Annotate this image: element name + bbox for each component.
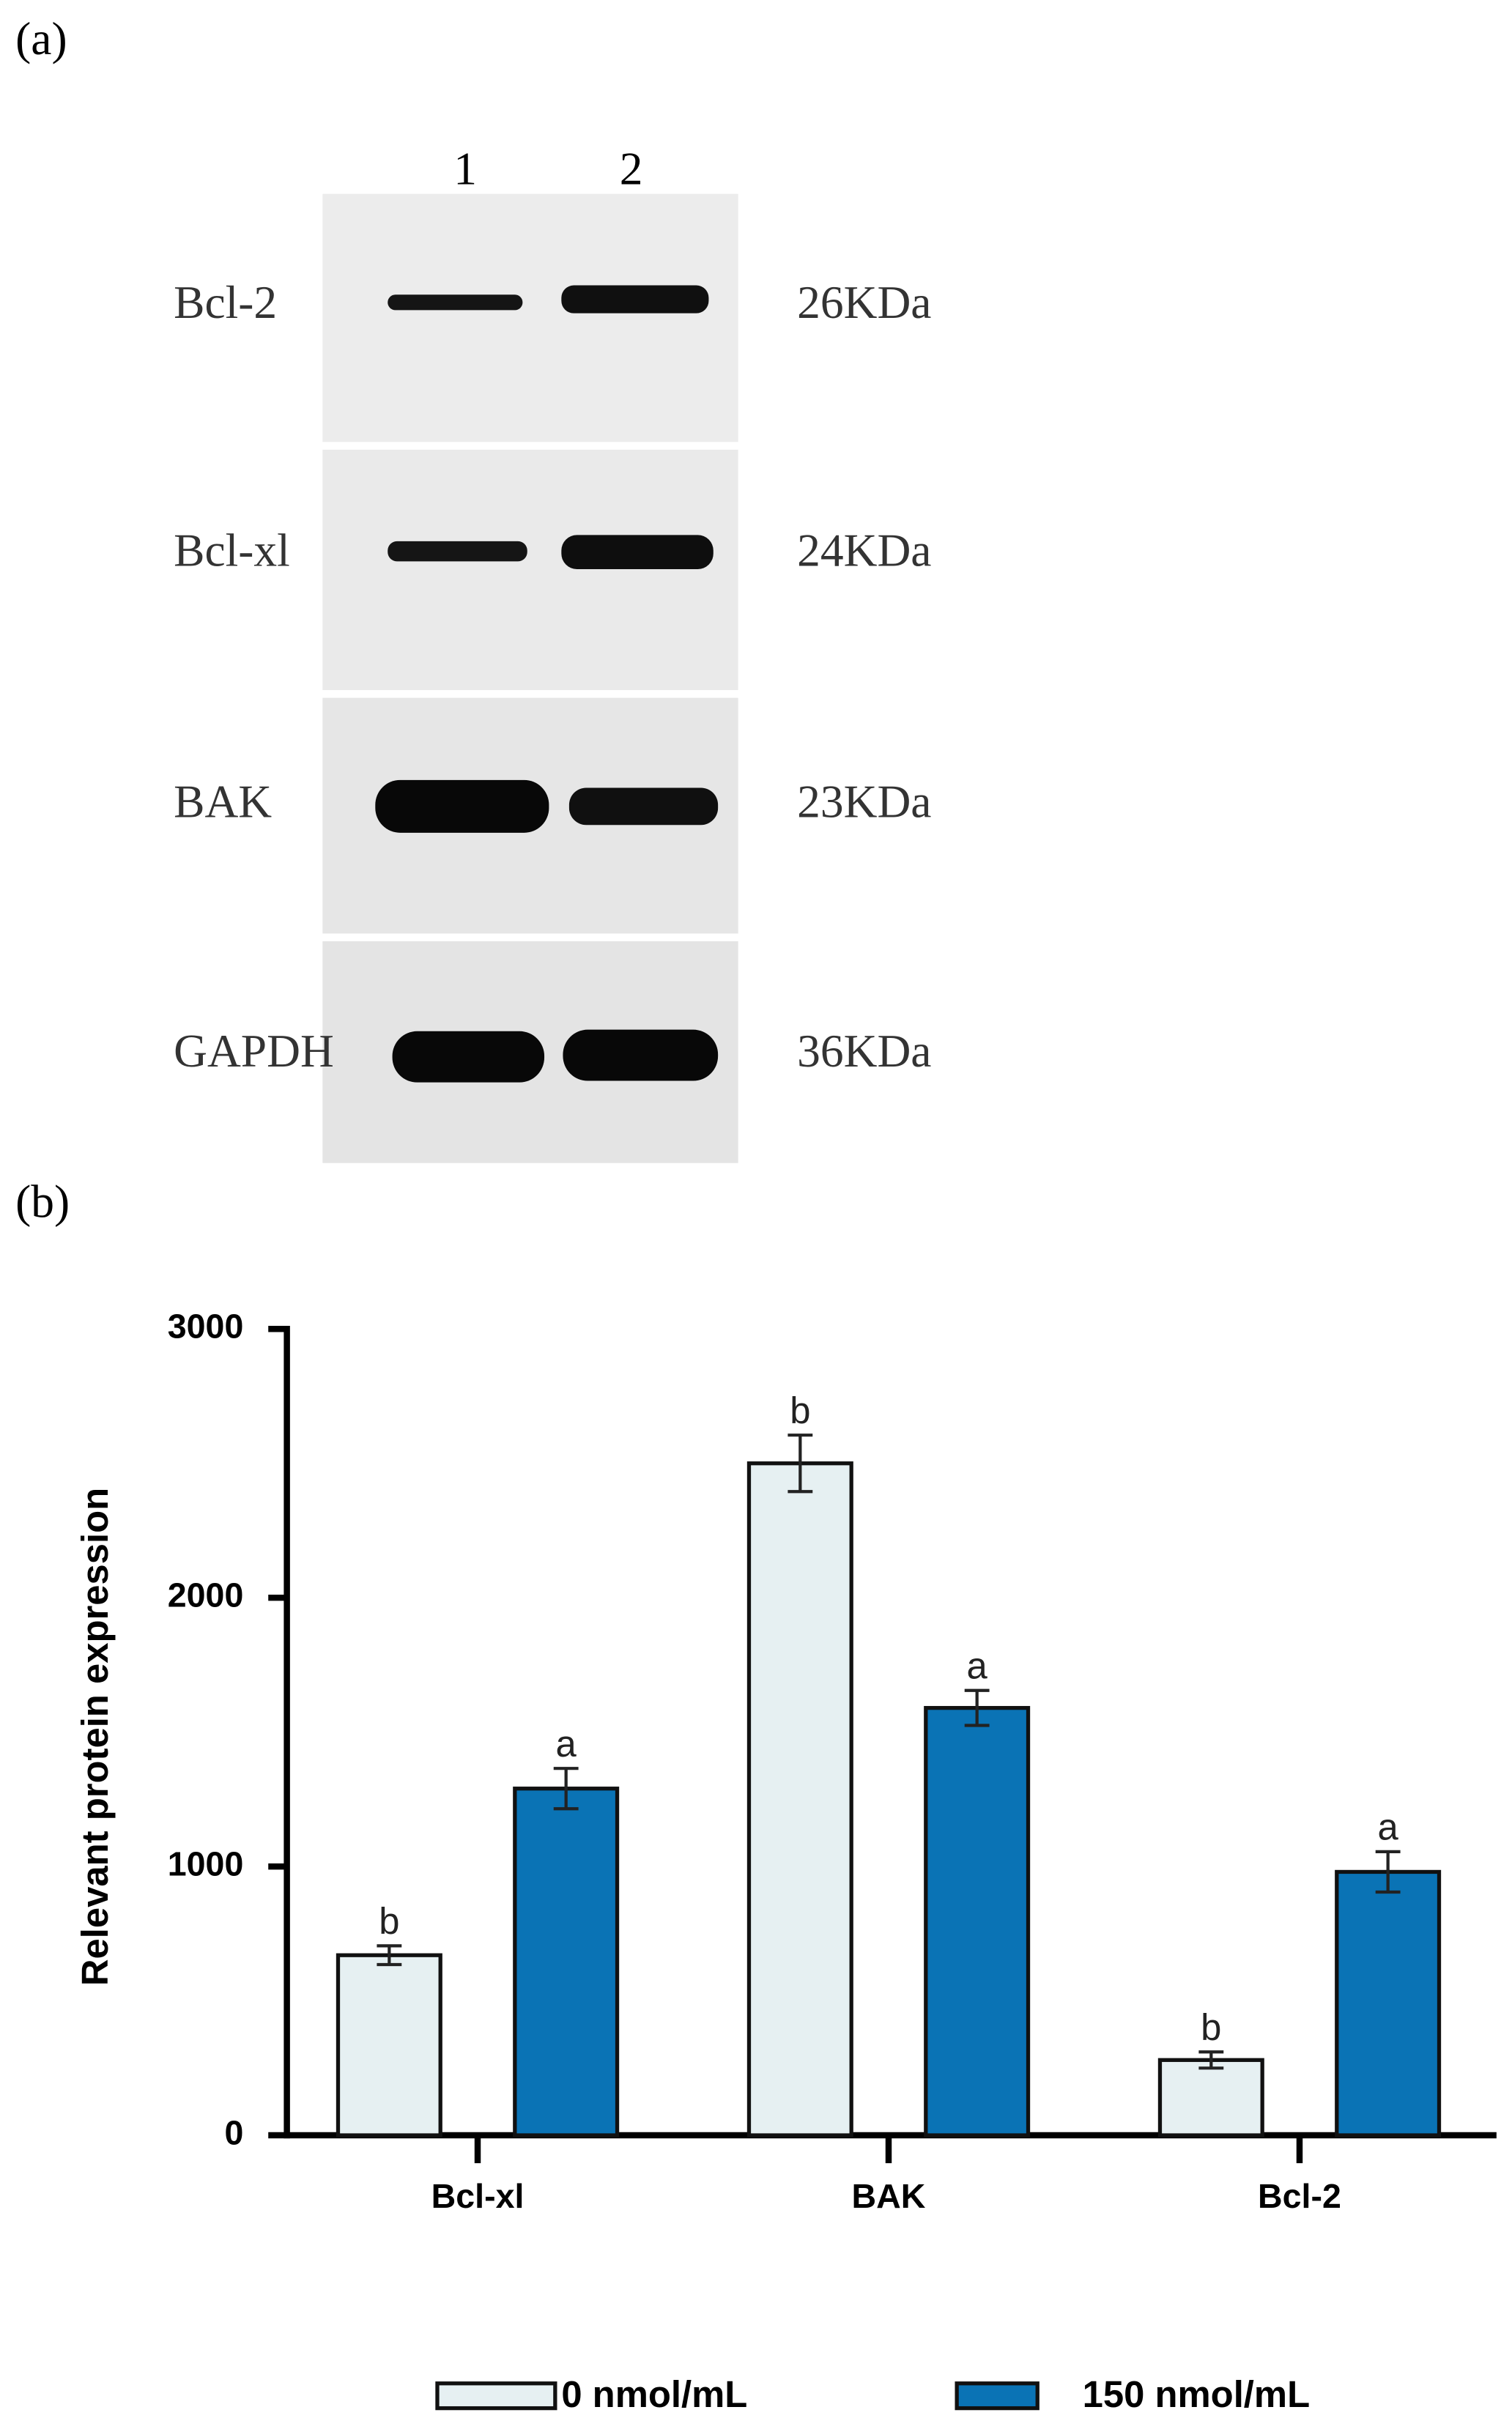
legend-label: 150 nmol/mL (1083, 2373, 1311, 2415)
y-tick-label: 0 (224, 2113, 243, 2151)
error-bar (377, 1944, 402, 1967)
bar (1157, 2058, 1264, 2137)
protein-label: GAPDH (174, 1025, 334, 1077)
band (388, 294, 523, 311)
y-tick-label: 1000 (168, 1844, 244, 1883)
panel-label: (b) (15, 1176, 70, 1228)
western-blot (322, 193, 738, 1163)
x-tick-label: Bcl-2 (1258, 2177, 1341, 2215)
band (388, 541, 527, 562)
protein-label: Bcl-xl (174, 524, 290, 576)
bar (746, 1461, 853, 2137)
legend-label: 0 nmol/mL (561, 2373, 747, 2415)
significance-letter: a (556, 1723, 577, 1765)
band (563, 1029, 719, 1081)
error-bar (964, 1688, 990, 1727)
size-label: 23KDa (797, 775, 931, 827)
legend-swatch (955, 2381, 1040, 2411)
significance-letter: b (790, 1390, 810, 1431)
size-label: 24KDa (797, 524, 931, 576)
plot: 0 1000 2000 3000 Bcl-xl b a BAK b a Bcl-2 b a 0 nmol/… (168, 1308, 1497, 2415)
band (375, 779, 549, 833)
error-bar (1375, 1850, 1401, 1894)
panel-label: (a) (15, 12, 67, 64)
lane-label: 2 (620, 143, 643, 195)
error-bar (1198, 2050, 1224, 2070)
protein-label: BAK (174, 775, 272, 827)
bar (1335, 1869, 1442, 2137)
error-bar (788, 1434, 813, 1494)
significance-letter: b (1201, 2006, 1221, 2048)
legend-swatch (435, 2381, 557, 2411)
blot-strip (322, 449, 738, 691)
size-label: 36KDa (797, 1025, 931, 1077)
lane-label: 1 (453, 143, 477, 195)
protein-label: Bcl-2 (174, 276, 277, 328)
x-tick-label: BAK (852, 2177, 926, 2215)
y-tick-label: 2000 (168, 1576, 244, 1614)
bar (336, 1953, 442, 2137)
significance-letter: a (1378, 1806, 1399, 1848)
band (561, 535, 714, 569)
significance-letter: b (379, 1900, 399, 1942)
x-tick-label: Bcl-xl (431, 2177, 525, 2215)
band (568, 787, 719, 826)
y-tick-label: 3000 (168, 1308, 244, 1346)
bar (513, 1787, 620, 2137)
band (392, 1031, 545, 1083)
band (561, 285, 709, 314)
bar (924, 1705, 1031, 2137)
size-label: 26KDa (797, 276, 931, 328)
blot-strip (322, 193, 738, 442)
y-axis-label: Relevant protein expression (74, 1488, 116, 1986)
significance-letter: a (967, 1645, 988, 1687)
error-bar (553, 1767, 579, 1811)
